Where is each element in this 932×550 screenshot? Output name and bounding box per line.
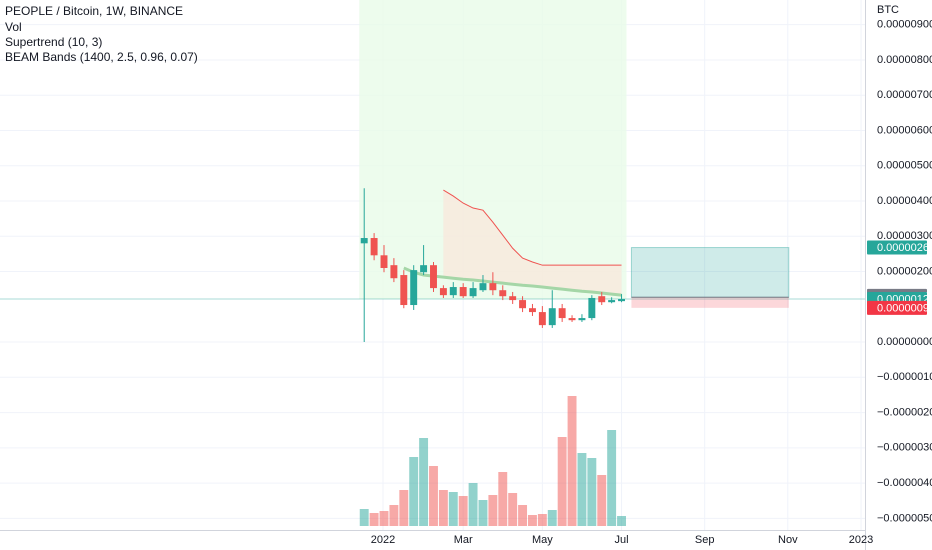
candle-body bbox=[588, 297, 596, 319]
candle-body bbox=[400, 275, 408, 306]
volume-bar bbox=[379, 511, 389, 526]
volume-bar bbox=[607, 430, 617, 526]
candle-body bbox=[558, 308, 566, 319]
volume-bar bbox=[409, 457, 419, 526]
candle-body bbox=[459, 287, 467, 297]
candle-body bbox=[439, 288, 447, 296]
x-tick-label: 2023 bbox=[849, 534, 873, 546]
volume-bar bbox=[498, 472, 508, 526]
price-label: 0.00000097 bbox=[877, 302, 932, 314]
y-tick-label: −0.00000200 bbox=[877, 406, 932, 418]
background-layer bbox=[0, 0, 865, 530]
volume-bar bbox=[419, 438, 429, 526]
volume-bar bbox=[557, 437, 567, 526]
indicator-label: BEAM Bands (1400, 2.5, 0.96, 0.07) bbox=[5, 50, 198, 64]
volume-bar bbox=[478, 500, 488, 526]
volume-bar bbox=[587, 458, 597, 526]
candle-body bbox=[360, 238, 368, 244]
volume-bar bbox=[567, 396, 577, 526]
candle-body bbox=[410, 270, 418, 306]
price-label-bg bbox=[867, 300, 927, 315]
volume-bar bbox=[369, 513, 379, 526]
candle-body bbox=[489, 283, 497, 291]
x-tick-label: Sep bbox=[695, 534, 715, 546]
y-tick-label: −0.00000400 bbox=[877, 477, 932, 489]
y-tick-label: 0.00000400 bbox=[877, 195, 932, 207]
y-tick-label: −0.00000500 bbox=[877, 512, 932, 524]
plot-layer bbox=[359, 188, 790, 526]
volume-bar bbox=[508, 493, 518, 526]
candle-body bbox=[469, 288, 477, 297]
candle-body bbox=[608, 300, 616, 303]
volume-bar bbox=[597, 475, 607, 526]
indicator-line bbox=[403, 266, 622, 297]
position-stop bbox=[631, 297, 789, 308]
volume-bar bbox=[468, 483, 478, 526]
x-tick-label: Mar bbox=[454, 534, 473, 546]
y-unit: BTC bbox=[877, 4, 899, 16]
axis-layer: 0.00000900 0.00000800 0.00000700 0.00000600… bbox=[371, 19, 932, 546]
y-tick-label: 0.00000300 bbox=[877, 230, 932, 242]
y-tick-label: 0.00000600 bbox=[877, 124, 932, 136]
candle-body bbox=[449, 287, 457, 296]
candle-body bbox=[380, 255, 388, 268]
candle-body bbox=[499, 290, 507, 297]
volume-bar bbox=[458, 496, 468, 526]
volume-bar bbox=[399, 490, 409, 526]
candle-body bbox=[430, 265, 437, 289]
y-tick-label: 0.00000500 bbox=[877, 160, 932, 172]
candle-body bbox=[390, 265, 398, 279]
volume-bar bbox=[488, 495, 498, 526]
candle-body bbox=[548, 308, 556, 326]
x-tick-label: 2022 bbox=[371, 534, 395, 546]
candle-body bbox=[618, 299, 625, 302]
price-label: 0.00000268 bbox=[877, 242, 932, 254]
x-tick-label: Nov bbox=[778, 534, 798, 546]
x-tick-label: May bbox=[532, 534, 553, 546]
candle-body bbox=[420, 265, 428, 273]
volume-bar bbox=[359, 509, 369, 526]
volume-bar bbox=[448, 492, 458, 526]
y-tick-label: 0.00000200 bbox=[877, 265, 932, 277]
position-target bbox=[630, 247, 790, 298]
volume-bar bbox=[547, 510, 557, 526]
candle-body bbox=[568, 318, 576, 321]
candle-body bbox=[538, 312, 546, 326]
volume-bar bbox=[617, 516, 626, 526]
candle-body bbox=[479, 283, 487, 291]
y-tick-label: −0.00000100 bbox=[877, 371, 932, 383]
indicator-label: Supertrend (10, 3) bbox=[5, 35, 102, 49]
x-tick-label: Jul bbox=[615, 534, 629, 546]
volume-bar bbox=[577, 453, 587, 526]
y-tick-label: 0.00000900 bbox=[877, 19, 932, 31]
indicator-label: Vol bbox=[5, 20, 22, 34]
candle-body bbox=[578, 318, 586, 321]
candle-body bbox=[370, 238, 378, 256]
y-tick-label: −0.00000300 bbox=[877, 442, 932, 454]
candle-body bbox=[528, 308, 536, 313]
y-tick-label: 0.00000800 bbox=[877, 54, 932, 66]
y-tick-label: 0.00000000 bbox=[877, 336, 932, 348]
price-label-bg bbox=[867, 240, 927, 255]
volume-bar bbox=[389, 505, 399, 526]
indicator-line bbox=[443, 189, 622, 266]
volume-bar bbox=[537, 514, 547, 526]
volume-bar bbox=[438, 490, 448, 526]
y-tick-label: 0.00000700 bbox=[877, 89, 932, 101]
volume-bar bbox=[429, 466, 438, 526]
volume-bar bbox=[528, 515, 537, 526]
candle-body bbox=[519, 300, 527, 309]
candle-body bbox=[598, 296, 606, 303]
candle-body bbox=[509, 296, 517, 301]
volume-bar bbox=[518, 505, 528, 526]
chart-title: PEOPLE / Bitcoin, 1W, BINANCE bbox=[5, 4, 183, 18]
